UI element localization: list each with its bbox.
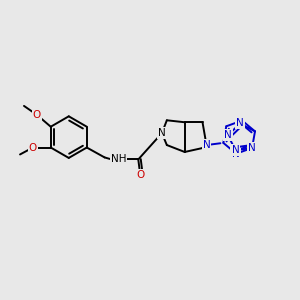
Text: N: N bbox=[224, 130, 232, 140]
Text: N: N bbox=[232, 149, 240, 159]
Text: O: O bbox=[33, 110, 41, 120]
Text: NH: NH bbox=[111, 154, 126, 164]
Text: N: N bbox=[158, 128, 166, 138]
Text: O: O bbox=[136, 170, 144, 180]
Text: O: O bbox=[29, 142, 37, 152]
Text: N: N bbox=[248, 143, 256, 153]
Text: N: N bbox=[202, 140, 210, 150]
Text: N: N bbox=[232, 145, 239, 155]
Text: N: N bbox=[236, 118, 244, 128]
